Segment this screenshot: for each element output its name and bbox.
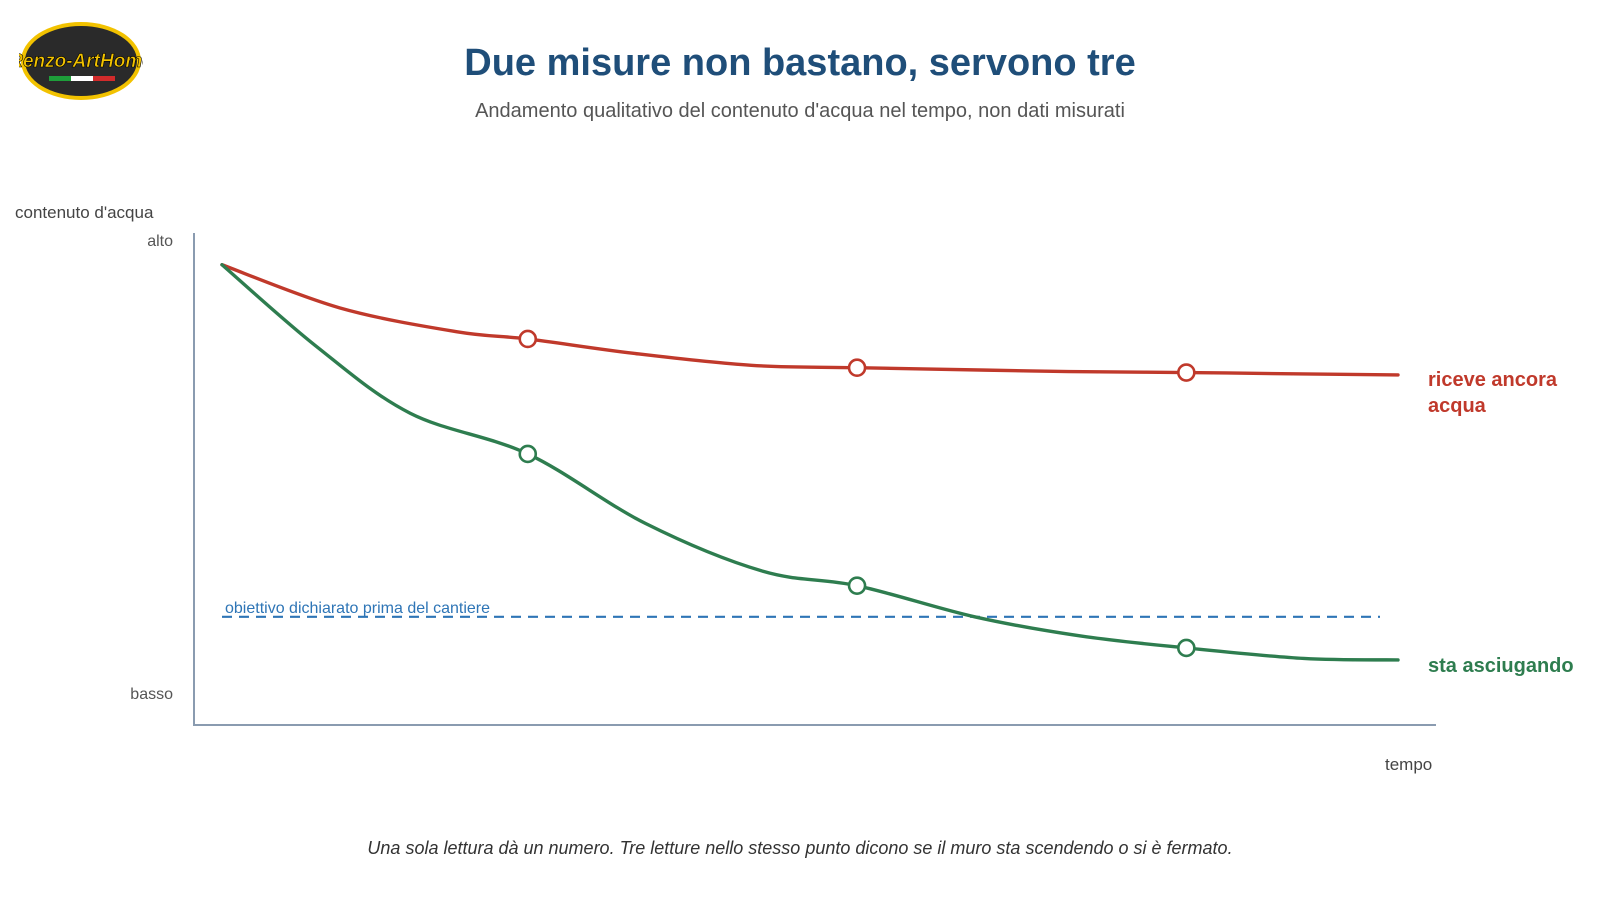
data-point-green-3	[1177, 638, 1196, 658]
series-label-green: sta asciugando	[1428, 655, 1574, 677]
data-point-red-2	[847, 358, 867, 378]
x-axis-label: tempo	[1385, 755, 1433, 774]
chart-subtitle: Andamento qualitativo del contenuto d'ac…	[475, 100, 1125, 122]
reference-line-label: obiettivo dichiarato prima del cantiere	[225, 600, 491, 617]
data-point-green-2	[847, 576, 867, 595]
chart-caption: Una sola lettura dà un numero. Tre lettu…	[367, 838, 1233, 858]
y-axis-label: contenuto d'acqua	[15, 203, 154, 222]
series-markers	[518, 329, 1196, 658]
renzo-arthome-logo: Renzo-ArtHome	[19, 22, 143, 100]
chart-title: Due misure non bastano, servono tre	[464, 42, 1136, 84]
data-point-red-1	[518, 329, 538, 349]
data-point-red-3	[1177, 363, 1196, 382]
data-point-green-1	[518, 444, 538, 464]
series-label-red: riceve ancora acqua	[1428, 369, 1557, 417]
chart-axes	[193, 233, 1436, 726]
svg-text:Renzo-ArtHome: Renzo-ArtHome	[19, 51, 143, 72]
series-line-red	[220, 263, 1400, 377]
y-tick-high: alto	[147, 233, 173, 250]
y-tick-low: basso	[130, 686, 173, 703]
